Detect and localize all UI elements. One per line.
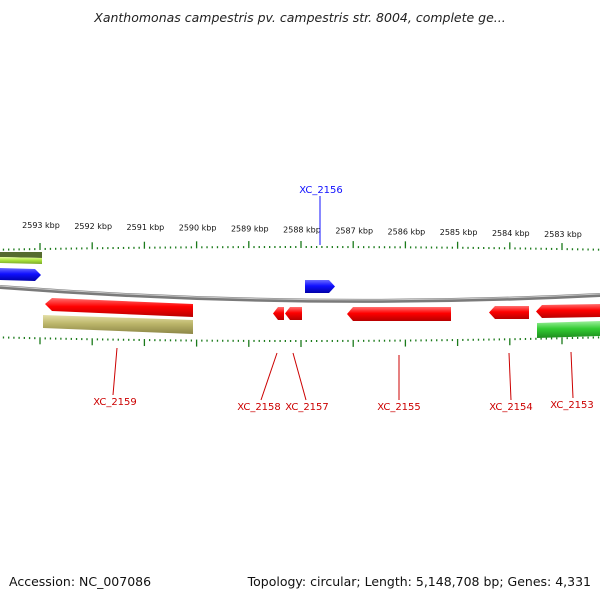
gene-xc2154-arrow[interactable] [489,306,529,319]
gene-label-xc2154: XC_2154 [489,402,533,413]
gene-xc2155-arrow[interactable] [347,307,451,321]
tick-label: 2590 kbp [179,224,217,233]
gene-label-xc2157: XC_2157 [285,402,329,413]
gene-label-xc2158: XC_2158 [237,402,281,413]
accession-text: Accession: NC_007086 [9,574,152,589]
genome-backbone [0,285,600,303]
map-title: Xanthomonas campestris pv. campestris st… [94,10,506,25]
gene-label-xc2153: XC_2153 [550,400,594,411]
tick-row-lower [2,336,600,347]
tick-label: 2585 kbp [440,228,478,237]
tick-label: 2587 kbp [335,226,373,235]
feature-olive-block [43,315,193,334]
gene-label-xc2156: XC_2156 [299,185,343,196]
tick-label: 2593 kbp [22,221,60,230]
gene-label-xc2155: XC_2155 [377,402,421,413]
gene-xc2159-arrow[interactable] [45,298,193,317]
topology-summary: Topology: circular; Length: 5,148,708 bp… [247,574,591,589]
tick-label: 2588 kbp [283,226,321,235]
feature-green-block [537,321,600,338]
tick-row-upper [2,241,600,251]
gene-xc2156-arrow[interactable] [305,280,335,293]
tick-label: 2589 kbp [231,225,269,234]
tick-label: 2592 kbp [74,222,112,231]
gene-xc2153-arrow[interactable] [536,304,600,318]
label-leader-lines [112,196,574,401]
gene-xc2158-arrow[interactable] [273,307,284,320]
tick-labels: 2593 kbp 2592 kbp 2591 kbp 2590 kbp 2589 kbp… [22,221,582,239]
tick-label: 2591 kbp [127,223,165,232]
gene-left-blue-arrow[interactable] [0,268,41,281]
gene-label-xc2159: XC_2159 [93,397,137,408]
gene-xc2157-arrow[interactable] [285,307,302,320]
tick-label: 2586 kbp [388,227,426,236]
tick-label: 2583 kbp [544,230,582,239]
feature-lime-track [0,252,42,264]
tick-label: 2584 kbp [492,229,530,238]
